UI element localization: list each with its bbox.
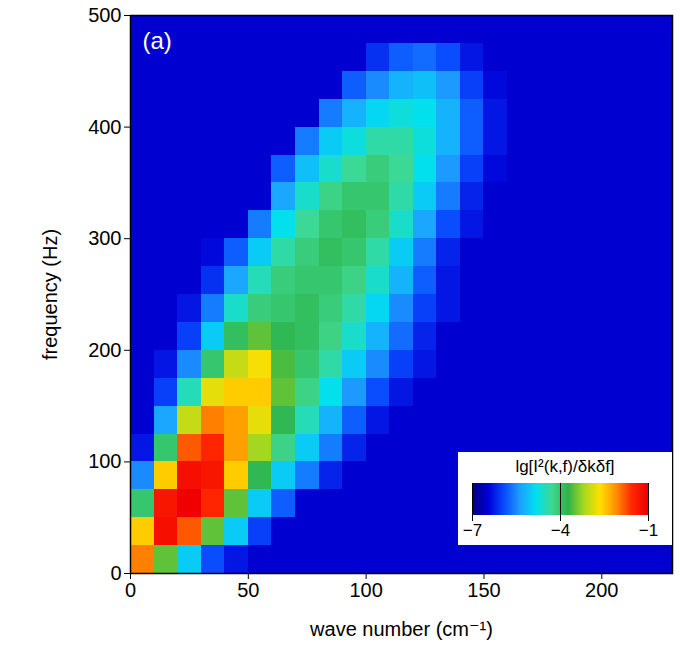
svg-text:200: 200 [585,579,618,601]
svg-text:150: 150 [467,579,500,601]
svg-text:0: 0 [110,562,121,584]
html-text:lg[I²(k,f)/δkδf]: lg[I²(k,f)/δkδf] [515,457,615,476]
svg-text:−1: −1 [639,521,658,540]
svg-text:300: 300 [88,227,121,249]
svg-text:500: 500 [88,4,121,26]
svg-text:100: 100 [88,450,121,472]
svg-text:200: 200 [88,339,121,361]
svg-text:frequency (Hz): frequency (Hz) [39,229,61,360]
svg-text:(a): (a) [143,27,172,54]
svg-text:−4: −4 [551,521,570,540]
svg-text:100: 100 [349,579,382,601]
svg-text:−7: −7 [463,521,482,540]
svg-text:wave number (cm⁻¹): wave number (cm⁻¹) [309,618,493,640]
svg-text:50: 50 [237,579,259,601]
svg-text:0: 0 [125,579,136,601]
svg-text:400: 400 [88,116,121,138]
